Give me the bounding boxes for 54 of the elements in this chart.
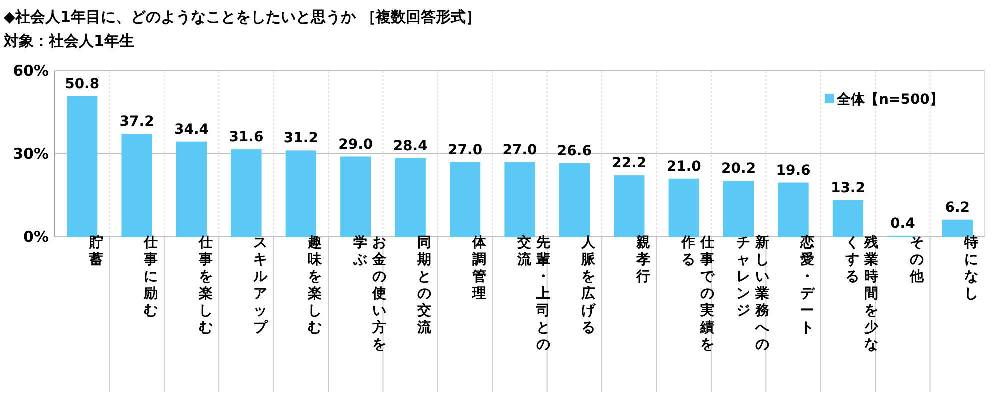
y-tick-label: 30% xyxy=(13,144,49,163)
x-tick-label: 趣味を楽しむ xyxy=(307,235,326,336)
bar xyxy=(724,181,754,237)
text: 20.2 xyxy=(722,161,756,178)
text: 27.0 xyxy=(502,142,538,158)
x-tick-label: 先輩・上司との交流 xyxy=(516,234,554,353)
text: 19.6 xyxy=(776,162,811,179)
text: 21.0 xyxy=(666,158,702,175)
y-tick-label: 60% xyxy=(13,62,49,80)
bar xyxy=(395,158,426,237)
text: 28.4 xyxy=(393,138,428,154)
x-tick-label: その他 xyxy=(908,235,927,285)
text: 6.2 xyxy=(945,200,970,216)
bar xyxy=(67,96,98,237)
bar xyxy=(450,162,481,237)
text: 26.6 xyxy=(557,143,592,160)
bar xyxy=(942,220,973,237)
text: 29.0 xyxy=(338,136,374,153)
y-tick-label: 0% xyxy=(24,228,49,246)
bar xyxy=(286,150,316,237)
text: 34.4 xyxy=(174,122,210,138)
chart-subtitle: 対象：社会人1年生 xyxy=(3,32,134,50)
x-tick-label: 残業時間を少なくする xyxy=(844,235,882,353)
x-tick-label: 仕事を楽しむ xyxy=(198,235,216,336)
text: 22.2 xyxy=(612,156,647,172)
bar xyxy=(614,176,645,237)
legend-label: 全体【n=500】 xyxy=(836,92,944,108)
x-tick-label: 同期との交流 xyxy=(416,235,435,336)
bar xyxy=(122,134,152,237)
chart-title: ◆社会人1年目に、どのようなことをしたいと思うか ［複数回答形式］ xyxy=(4,8,482,26)
text: 27.0 xyxy=(448,142,483,158)
bar xyxy=(559,163,590,237)
x-tick-label: スキルアップ xyxy=(252,235,270,336)
bar xyxy=(832,200,864,237)
text: 37.2 xyxy=(120,114,154,130)
x-tick-label: 仕事に励む xyxy=(143,235,162,319)
bar xyxy=(340,156,372,237)
bar xyxy=(231,150,262,237)
x-tick-label: 特になし xyxy=(964,235,982,302)
bar xyxy=(176,142,208,237)
x-tick-label: 体調管理 xyxy=(471,235,490,302)
text: 13.2 xyxy=(830,180,866,196)
x-tick-label: 恋愛・デート xyxy=(800,234,818,336)
x-tick-label: 新しい業務へのチャレンジ xyxy=(736,234,772,353)
x-tick-label: 人脈を広げる xyxy=(580,235,599,336)
x-tick-label: 親孝行 xyxy=(635,234,654,285)
text: 0.4 xyxy=(890,216,916,232)
bar xyxy=(668,178,700,237)
text: 31.2 xyxy=(284,130,318,147)
x-tick-label: 貯蓄 xyxy=(88,234,106,268)
text: 31.6 xyxy=(229,130,264,146)
x-tick-label: 仕事での実績を作る xyxy=(680,235,718,353)
x-tick-label: お金の使い方を学ぶ xyxy=(352,235,390,353)
text: 50.8 xyxy=(65,76,100,92)
